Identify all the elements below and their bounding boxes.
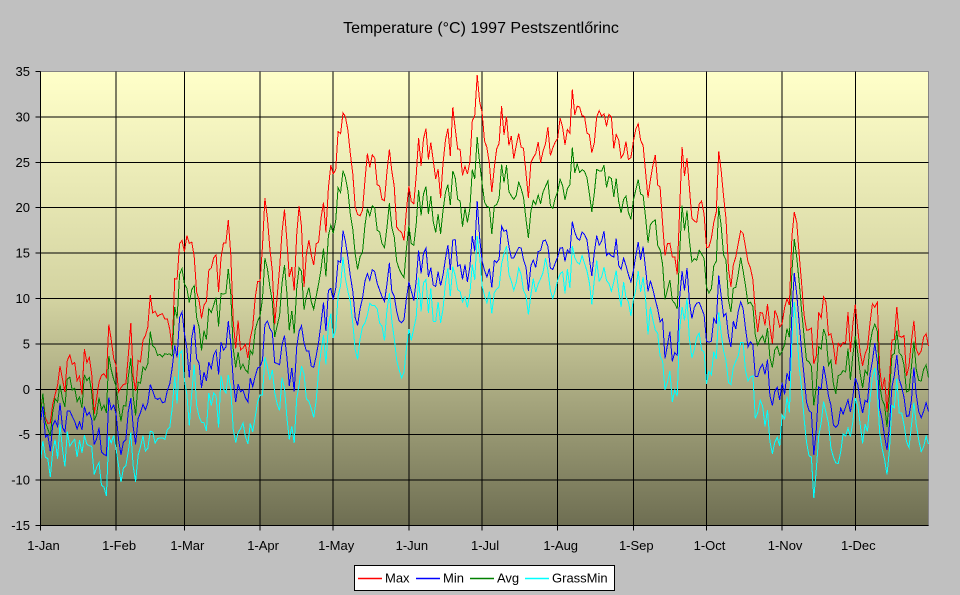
svg-text:Avg: Avg: [497, 571, 519, 586]
svg-text:10: 10: [16, 291, 30, 306]
svg-text:GrassMin: GrassMin: [552, 571, 608, 586]
svg-text:1-Oct: 1-Oct: [694, 538, 726, 553]
svg-text:Temperature (°C) 1997 Pestszen: Temperature (°C) 1997 Pestszentlőrinc: [343, 20, 619, 37]
svg-text:1-Dec: 1-Dec: [841, 538, 876, 553]
svg-text:-5: -5: [18, 427, 30, 442]
svg-text:35: 35: [16, 64, 30, 79]
svg-text:30: 30: [16, 109, 30, 124]
svg-text:1-Jun: 1-Jun: [396, 538, 429, 553]
svg-text:-15: -15: [11, 518, 30, 533]
svg-text:1-Aug: 1-Aug: [543, 538, 578, 553]
svg-text:Min: Min: [443, 571, 464, 586]
svg-text:15: 15: [16, 246, 30, 261]
svg-text:1-Jul: 1-Jul: [471, 538, 499, 553]
svg-text:1-Jan: 1-Jan: [27, 538, 60, 553]
svg-text:1-Nov: 1-Nov: [768, 538, 803, 553]
svg-text:1-Apr: 1-Apr: [247, 538, 279, 553]
svg-text:1-Sep: 1-Sep: [619, 538, 654, 553]
svg-text:0: 0: [23, 382, 30, 397]
svg-text:1-Feb: 1-Feb: [102, 538, 136, 553]
svg-text:5: 5: [23, 336, 30, 351]
svg-text:-10: -10: [11, 473, 30, 488]
svg-text:25: 25: [16, 155, 30, 170]
svg-text:1-May: 1-May: [318, 538, 355, 553]
svg-text:Max: Max: [385, 571, 410, 586]
svg-text:20: 20: [16, 200, 30, 215]
svg-text:1-Mar: 1-Mar: [170, 538, 205, 553]
